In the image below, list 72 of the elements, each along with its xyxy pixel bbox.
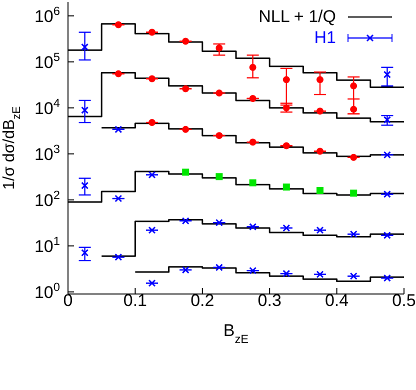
point	[316, 76, 324, 84]
point	[316, 148, 324, 155]
point	[114, 126, 122, 134]
point	[350, 154, 358, 161]
point	[282, 270, 290, 278]
point	[148, 28, 156, 36]
x-axis-title: B$_{zE}$	[223, 321, 249, 346]
x-tick-label: 0.2	[190, 291, 214, 310]
point	[215, 218, 223, 226]
point	[249, 94, 256, 102]
point	[350, 190, 358, 197]
point	[249, 138, 256, 146]
point	[114, 21, 122, 28]
y-tick-label: 10$^{5}$	[34, 50, 60, 72]
point	[114, 253, 122, 261]
point	[316, 226, 324, 234]
point	[383, 190, 391, 198]
point	[249, 64, 256, 71]
y-tick-label: 10$^{2}$	[34, 188, 60, 210]
x-tick-label: 0.5	[392, 291, 416, 310]
point	[182, 126, 190, 133]
y-tick-label: 10$^{3}$	[34, 142, 60, 164]
legend-label: NLL + 1/Q	[258, 6, 336, 27]
point	[316, 186, 324, 194]
point	[350, 230, 358, 238]
point	[282, 224, 290, 232]
point	[182, 266, 190, 274]
point	[383, 232, 391, 240]
point	[148, 171, 156, 179]
point	[350, 272, 358, 280]
point	[81, 106, 89, 114]
point	[182, 85, 190, 92]
x-tick-label: 0.1	[123, 291, 148, 310]
point	[148, 75, 156, 82]
point	[148, 279, 156, 287]
point	[383, 116, 391, 124]
y-tick-label: 10$^{4}$	[34, 96, 60, 118]
y-tick-label: 10$^{6}$	[34, 4, 60, 26]
point	[81, 248, 89, 256]
point	[350, 106, 358, 113]
point	[114, 70, 122, 78]
point	[216, 132, 223, 140]
point	[383, 70, 391, 78]
point	[249, 223, 257, 231]
point	[148, 226, 156, 234]
point	[216, 90, 223, 97]
point	[383, 151, 391, 159]
point	[148, 119, 156, 126]
point	[81, 182, 89, 190]
point	[316, 108, 324, 115]
x-tick-label: 0.3	[258, 291, 282, 310]
point	[216, 173, 223, 180]
point	[182, 168, 190, 176]
point	[350, 82, 358, 90]
x-tick-label: 0.4	[324, 291, 349, 310]
point	[182, 217, 190, 225]
point	[249, 266, 257, 274]
x-tick-label: 0	[63, 291, 73, 310]
point	[316, 270, 324, 278]
point	[215, 264, 223, 272]
point	[182, 38, 190, 45]
point	[114, 194, 122, 202]
legend-label: H1	[314, 27, 336, 48]
point	[216, 44, 223, 52]
point	[383, 274, 391, 282]
y-tick-label: 10$^{1}$	[34, 234, 60, 256]
point	[81, 43, 89, 51]
point	[282, 76, 290, 84]
point	[282, 184, 290, 191]
point	[282, 142, 290, 150]
point	[249, 179, 256, 186]
y-tick-label: 10$^{0}$	[34, 280, 60, 302]
